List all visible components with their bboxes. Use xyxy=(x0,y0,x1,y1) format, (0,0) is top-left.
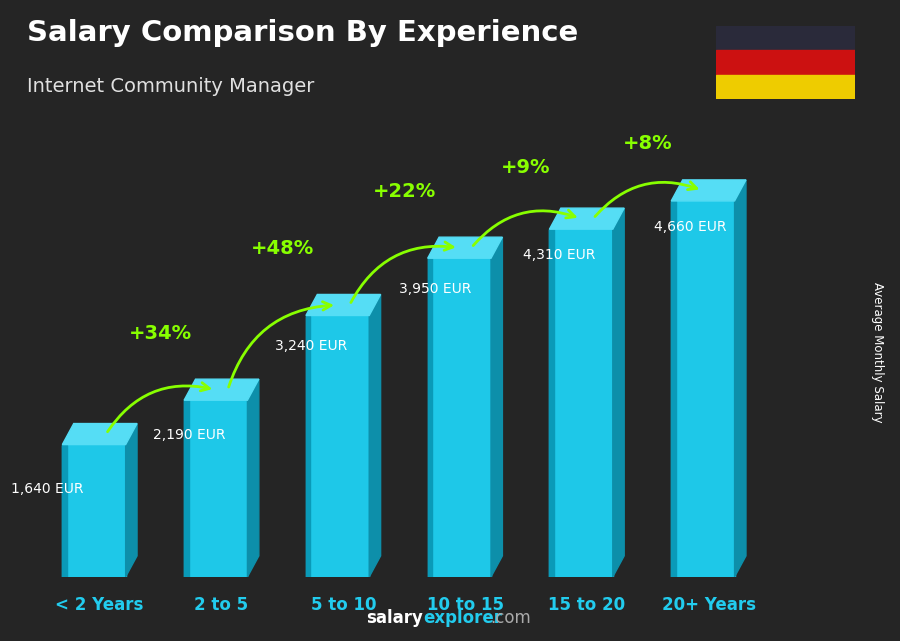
Polygon shape xyxy=(248,379,259,577)
Polygon shape xyxy=(734,180,746,577)
Polygon shape xyxy=(428,237,502,258)
Text: 4,310 EUR: 4,310 EUR xyxy=(523,248,596,262)
Text: explorer: explorer xyxy=(423,609,502,627)
Polygon shape xyxy=(306,315,369,577)
Polygon shape xyxy=(428,258,432,577)
Text: Average Monthly Salary: Average Monthly Salary xyxy=(871,282,884,423)
Polygon shape xyxy=(550,229,554,577)
Polygon shape xyxy=(671,180,746,201)
Text: 3,950 EUR: 3,950 EUR xyxy=(399,281,472,296)
Polygon shape xyxy=(491,237,502,577)
Text: 5 to 10: 5 to 10 xyxy=(310,595,376,613)
Polygon shape xyxy=(369,294,381,577)
Polygon shape xyxy=(126,424,137,577)
Polygon shape xyxy=(306,294,381,315)
Polygon shape xyxy=(62,424,137,445)
Polygon shape xyxy=(671,201,734,577)
Text: Salary Comparison By Experience: Salary Comparison By Experience xyxy=(27,19,578,47)
Text: +8%: +8% xyxy=(623,134,672,153)
Polygon shape xyxy=(550,208,625,229)
Polygon shape xyxy=(184,400,248,577)
Text: 4,660 EUR: 4,660 EUR xyxy=(654,220,727,234)
Polygon shape xyxy=(306,315,310,577)
Polygon shape xyxy=(613,208,625,577)
Text: 20+ Years: 20+ Years xyxy=(662,595,756,613)
Polygon shape xyxy=(184,379,259,400)
Text: +34%: +34% xyxy=(129,324,192,343)
Text: 2,190 EUR: 2,190 EUR xyxy=(153,428,225,442)
Bar xyxy=(716,50,855,75)
Text: .com: .com xyxy=(491,609,531,627)
Text: Internet Community Manager: Internet Community Manager xyxy=(27,77,314,96)
Text: 15 to 20: 15 to 20 xyxy=(548,595,626,613)
Text: 2 to 5: 2 to 5 xyxy=(194,595,248,613)
Text: salary: salary xyxy=(366,609,423,627)
Text: 10 to 15: 10 to 15 xyxy=(427,595,503,613)
Text: < 2 Years: < 2 Years xyxy=(56,595,144,613)
Text: 3,240 EUR: 3,240 EUR xyxy=(274,339,346,353)
Polygon shape xyxy=(62,445,126,577)
Polygon shape xyxy=(428,258,491,577)
Polygon shape xyxy=(671,201,676,577)
Text: 1,640 EUR: 1,640 EUR xyxy=(12,482,84,496)
Polygon shape xyxy=(550,229,613,577)
Text: +9%: +9% xyxy=(501,158,551,176)
Polygon shape xyxy=(184,400,188,577)
Bar xyxy=(716,75,855,99)
Polygon shape xyxy=(62,445,67,577)
Text: +48%: +48% xyxy=(251,239,314,258)
Text: +22%: +22% xyxy=(373,182,436,201)
Bar xyxy=(716,26,855,50)
